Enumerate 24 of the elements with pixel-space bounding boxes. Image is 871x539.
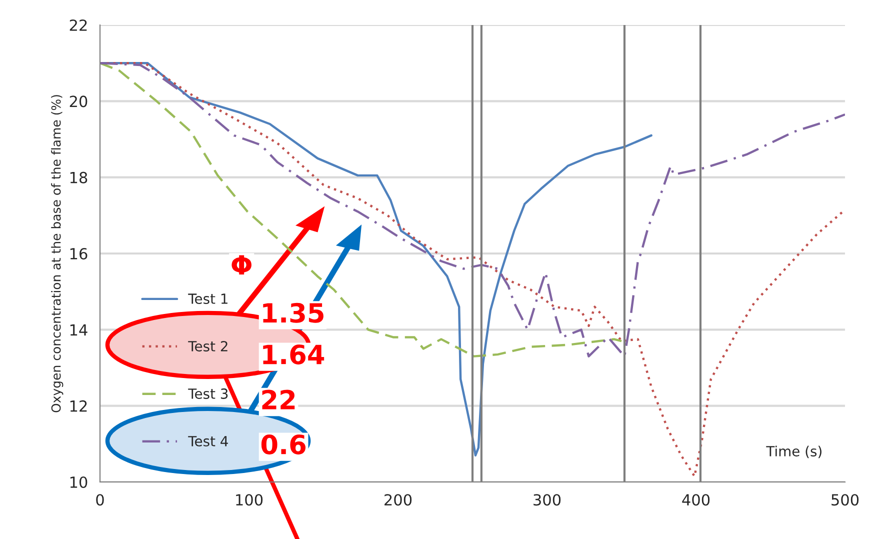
x-tick-label: 0 [96, 494, 104, 506]
legend-label: Test 4 [188, 436, 228, 446]
x-tick-label: 300 [534, 494, 561, 506]
x-tick-label: 500 [832, 494, 859, 506]
y-tick-label: 22 [70, 19, 87, 31]
legend-label: Test 2 [188, 340, 228, 352]
y-tick-label: 18 [70, 172, 88, 184]
annotation: Φ [232, 255, 252, 274]
x-axis-title: Time (s) [766, 446, 822, 458]
annotation: 0.6 [261, 434, 306, 454]
annotation: 1.64 [263, 344, 324, 364]
y-tick-label: 10 [70, 476, 88, 488]
legend-label: Test 1 [188, 294, 228, 304]
x-tick-label: 400 [682, 494, 710, 506]
y-tick-label: 20 [70, 96, 88, 108]
y-tick-label: 12 [70, 400, 87, 412]
x-tick-label: 200 [384, 494, 412, 506]
y-tick-label: 14 [70, 324, 88, 336]
y-tick-label: 16 [70, 248, 88, 260]
x-tick-label: 100 [236, 494, 263, 506]
legend-label: Test 3 [188, 388, 228, 399]
y-axis-title: Oxygen concentration at the base of the flame (%) [51, 95, 64, 412]
annotation: 22 [262, 390, 295, 410]
annotation: 1.35 [263, 302, 324, 323]
